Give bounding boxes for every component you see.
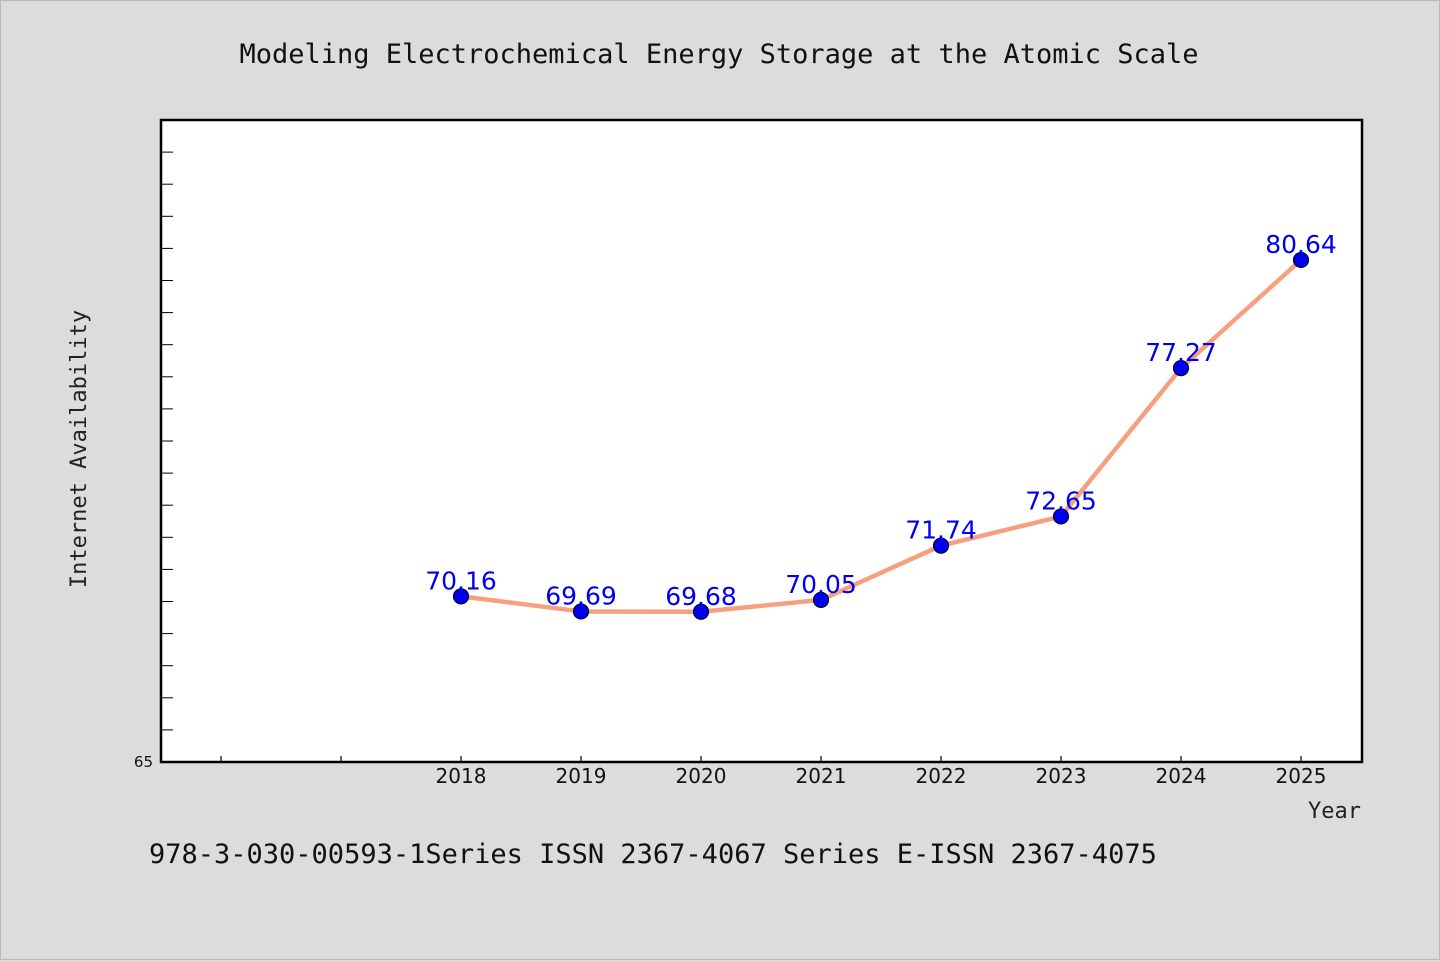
data-label: 69.68	[665, 582, 737, 611]
data-point	[692, 603, 710, 620]
data-point	[1292, 251, 1310, 269]
data-point	[812, 591, 830, 608]
x-tick-label: 2022	[916, 764, 967, 788]
data-point	[1172, 360, 1190, 377]
data-label: 69.69	[545, 581, 617, 610]
x-tick-label: 2020	[676, 764, 727, 788]
data-label: 70.16	[425, 566, 497, 595]
x-axis-title: Year	[1308, 799, 1361, 824]
data-label: 80.64	[1265, 230, 1337, 259]
y-axis-ticks	[161, 151, 173, 731]
chart-title: Modeling Electrochemical Energy Storage …	[239, 39, 1198, 70]
data-label: 71.74	[905, 516, 977, 545]
x-tick-label: 2025	[1276, 764, 1327, 788]
series-line	[458, 257, 1304, 615]
x-tick-label: 2021	[796, 764, 847, 788]
data-label: 72.65	[1025, 486, 1097, 515]
x-axis-ticks	[220, 756, 1302, 762]
data-point	[572, 603, 590, 620]
x-tick-label: 2023	[1036, 764, 1087, 788]
x-tick-label: 2024	[1156, 764, 1207, 788]
data-points	[452, 251, 1310, 620]
data-label: 70.05	[785, 570, 857, 599]
data-labels: 70.16 69.69 69.68 70.05 71.74 72.65 77.27 80.64	[425, 230, 1337, 611]
plot-area	[159, 118, 1364, 764]
y-tick-label-min: 65	[134, 753, 153, 771]
x-tick-label: 2019	[556, 764, 607, 788]
x-tick-label: 2018	[436, 764, 487, 788]
data-point	[452, 588, 470, 605]
footer-isbn-text: 978-3-030-00593-1Series ISSN 2367-4067 S…	[149, 839, 1157, 870]
y-axis-title: Internet Availability	[67, 310, 92, 588]
data-point	[932, 537, 950, 554]
x-axis-tick-labels: 2018 2019 2020 2021 2022 2023 2024 2025	[436, 764, 1327, 788]
data-label: 77.27	[1145, 338, 1217, 367]
data-point	[1052, 508, 1070, 525]
